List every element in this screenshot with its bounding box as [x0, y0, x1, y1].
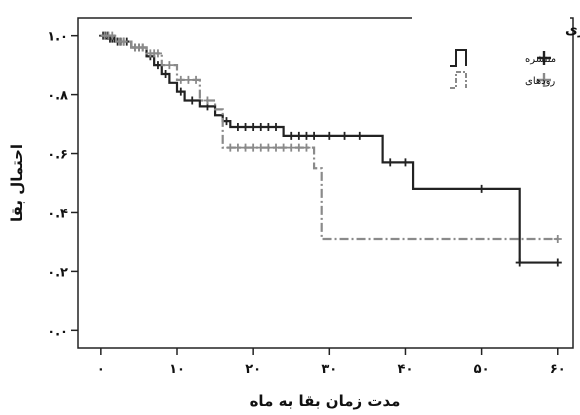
censor-mark [153, 61, 162, 70]
x-axis: ۰ ۱۰ ۲۰ ۳۰ ۴۰ ۵۰ ۶۰ [97, 348, 566, 377]
censor-mark [119, 37, 128, 46]
censor-mark [188, 96, 197, 105]
legend-label: رودهای [525, 76, 555, 87]
censor-mark [340, 131, 349, 140]
y-axis-title: احتمال بقا [8, 144, 26, 222]
x-axis-title: مدت زمان بقا به ماه [250, 392, 401, 410]
censor-mark [325, 131, 334, 140]
censor-mark [294, 131, 303, 140]
x-tick-label: ۵۰ [474, 362, 490, 377]
censor-mark [222, 117, 231, 126]
censor-mark [184, 75, 193, 84]
censor-mark [233, 123, 242, 132]
censor-mark [477, 184, 486, 193]
x-tick-label: ۰ [97, 362, 105, 377]
censor-mark [241, 123, 250, 132]
legend-censor-mark [537, 73, 551, 87]
y-tick-label: ۱.۰ [47, 30, 68, 45]
censor-mark [233, 143, 242, 152]
x-tick-label: ۴۰ [398, 362, 414, 377]
legend: هیستولوژی بیماری منتشره رودهای [412, 14, 580, 94]
censor-mark [310, 131, 319, 140]
censor-mark [249, 123, 258, 132]
y-tick-label: ۰.۸ [47, 89, 68, 104]
censor-mark [401, 158, 410, 167]
x-tick-label: ۱۰ [169, 362, 185, 377]
x-tick-label: ۶۰ [550, 362, 566, 377]
x-tick-label: ۳۰ [321, 362, 337, 377]
censor-mark [153, 49, 162, 58]
censor-mark [192, 75, 201, 84]
censor-mark [553, 258, 562, 267]
y-tick-label: ۰.۰ [47, 324, 68, 339]
x-tick-label: ۲۰ [245, 362, 261, 377]
censor-mark [203, 96, 212, 105]
censor-mark [161, 69, 170, 78]
censor-mark [302, 131, 311, 140]
censor-mark [138, 43, 147, 52]
legend-label: منتشره [525, 54, 556, 65]
censor-mark [294, 143, 303, 152]
censor-mark [272, 123, 280, 132]
censor-mark [279, 143, 288, 152]
censor-mark [553, 234, 562, 243]
legend-items: منتشره رودهای [450, 49, 556, 89]
censor-mark [264, 143, 273, 152]
censor-mark [264, 123, 273, 132]
censor-mark [165, 61, 174, 70]
legend-title: هیستولوژی بیماری [565, 22, 580, 38]
legend-swatch [450, 49, 467, 67]
censor-mark [176, 75, 185, 84]
censor-mark [176, 87, 185, 96]
censor-mark [515, 258, 524, 267]
censor-mark [302, 143, 311, 152]
plot-frame [77, 17, 574, 349]
censor-mark [226, 143, 235, 152]
censor-mark [287, 143, 296, 152]
censor-mark [386, 158, 395, 167]
censor-mark [256, 143, 265, 152]
censor-mark [249, 143, 258, 152]
y-tick-label: ۰.۲ [47, 265, 68, 280]
series-2 [100, 31, 562, 243]
y-tick-label: ۰.۴ [47, 206, 68, 221]
series-layer [99, 31, 562, 267]
legend-swatch [450, 71, 467, 89]
censor-mark [108, 31, 117, 40]
censor-mark [287, 131, 296, 140]
censor-mark [256, 123, 265, 132]
censor-mark [241, 143, 250, 152]
censor-mark [272, 143, 280, 152]
legend-censor-mark [537, 51, 551, 65]
censor-mark [355, 131, 364, 140]
y-axis: ۰.۰ ۰.۲ ۰.۴ ۰.۶ ۰.۸ ۱.۰ [47, 30, 78, 339]
y-tick-label: ۰.۶ [47, 148, 68, 163]
